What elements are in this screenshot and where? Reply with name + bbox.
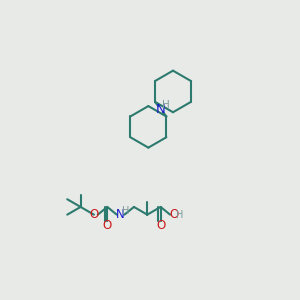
- Text: O: O: [103, 219, 112, 232]
- Text: N: N: [156, 103, 166, 116]
- Text: O: O: [89, 208, 99, 221]
- Text: H: H: [122, 206, 129, 216]
- Text: O: O: [169, 208, 178, 221]
- Text: N: N: [116, 208, 125, 221]
- Text: H: H: [176, 210, 184, 220]
- Text: H: H: [162, 100, 170, 110]
- Text: O: O: [156, 219, 165, 232]
